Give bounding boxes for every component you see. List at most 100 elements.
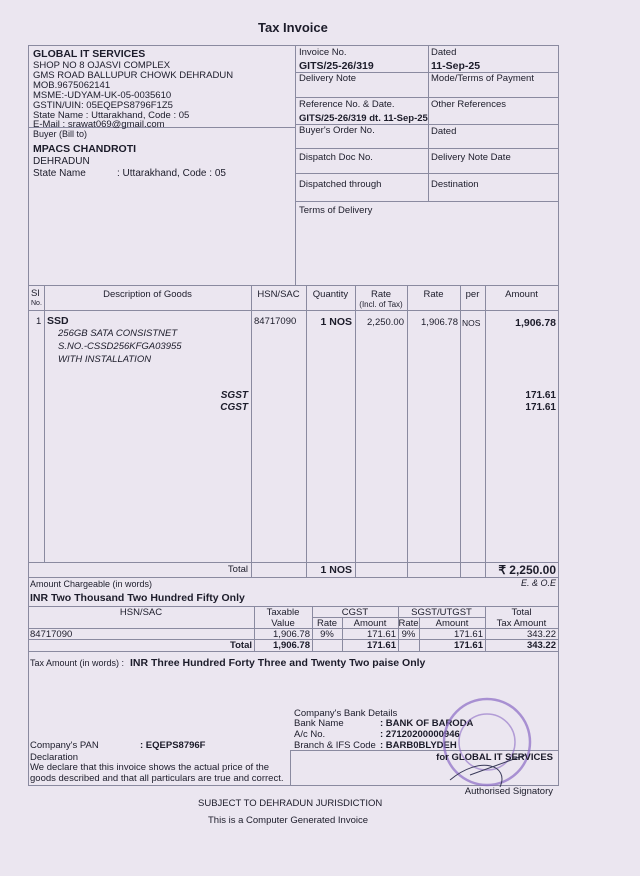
tax-total-label: Total (230, 640, 252, 651)
item-amount: 1,906.78 (515, 317, 556, 329)
ifs-code: : BARB0BLYDEH (380, 740, 457, 751)
declaration-text: We declare that this invoice shows the a… (30, 762, 270, 773)
reference-value: GITS/25-26/319 dt. 11-Sep-25 (299, 113, 428, 124)
buyer-city: DEHRADUN (33, 156, 90, 167)
item-desc: WITH INSTALLATION (58, 354, 152, 365)
declaration-label: Declaration (30, 752, 79, 763)
tax-col-hsn: HSN/SAC (119, 607, 163, 618)
tax-col-cgst: CGST (341, 607, 369, 618)
other-references-label: Other References (431, 99, 506, 110)
seller-name: GLOBAL IT SERVICES (33, 48, 146, 60)
dated-label: Dated (431, 47, 457, 58)
order-dated-label: Dated (431, 126, 457, 137)
computer-generated-note: This is a Computer Generated Invoice (208, 815, 368, 826)
account-no: : 27120200000946 (380, 729, 460, 740)
account-no-label: A/c No. (294, 729, 326, 740)
total-qty: 1 NOS (320, 564, 352, 576)
tax-row-total: 343.22 (526, 629, 556, 640)
tax-total-cgst: 171.61 (366, 640, 396, 651)
tax-col-cgst-rate: Rate (316, 618, 338, 629)
seller-email: E-Mail : srawat069@gmail.com (33, 119, 165, 130)
bank-name: : BANK OF BARODA (380, 718, 474, 729)
bank-heading: Company's Bank Details (294, 708, 398, 719)
tax-col-value: Value (271, 618, 295, 629)
tax-row-cgst-amount: 171.61 (366, 629, 396, 640)
tax-col-cgst-amount: Amount (353, 618, 387, 629)
sgst-label: SGST (220, 390, 248, 401)
tax-col-sgst-amount: Amount (435, 618, 469, 629)
item-desc: 256GB SATA CONSISTNET (58, 328, 178, 339)
col-hsn: HSN/SAC (257, 289, 300, 300)
col-sl-no: No. (31, 300, 42, 307)
buyers-order-label: Buyer's Order No. (299, 125, 375, 136)
terms-of-delivery-label: Terms of Delivery (299, 205, 373, 216)
item-rate-incl: 2,250.00 (367, 317, 404, 328)
col-amount: Amount (505, 289, 538, 300)
bank-name-label: Bank Name (294, 718, 344, 729)
cgst-label: CGST (220, 402, 248, 413)
total-label: Total (227, 564, 248, 575)
item-sl: 1 (36, 316, 42, 327)
seller-gstin: GSTIN/UIN: 05EQEPS8796F1Z5 (33, 100, 173, 111)
invoice-no-label: Invoice No. (299, 47, 347, 58)
item-per: NOS (462, 318, 481, 328)
tax-row-hsn: 84717090 (30, 629, 73, 640)
tax-col-total: Total (511, 607, 532, 618)
tax-col-sgst: SGST/UTGST (411, 607, 472, 618)
pan-label: Company's PAN (30, 740, 99, 751)
authorised-signatory: Authorised Signatory (464, 786, 553, 797)
tax-row-taxable: 1,906.78 (273, 629, 310, 640)
tax-in-words: INR Three Hundred Forty Three and Twenty… (130, 657, 426, 669)
reference-label: Reference No. & Date. (299, 99, 395, 110)
eoe: E. & O.E (520, 578, 556, 588)
col-description: Description of Goods (103, 289, 192, 300)
item-rate: 1,906.78 (421, 317, 458, 328)
tax-row-sgst-amount: 171.61 (453, 629, 483, 640)
pan-value: : EQEPS8796F (140, 740, 206, 751)
item-serial: S.NO.-CSSD256KFGA03955 (58, 341, 182, 352)
item-name: SSD (47, 315, 69, 327)
tax-col-sgst-rate: Rate (398, 618, 419, 629)
col-rate: Rate (423, 289, 444, 300)
seller-msme: MSME:-UDYAM-UK-05-0035610 (33, 90, 172, 101)
buyer-name: MPACS CHANDROTI (33, 143, 137, 155)
seller-phone: MOB.9675062141 (33, 80, 111, 91)
dispatch-doc-label: Dispatch Doc No. (299, 152, 373, 163)
declaration-text: goods described and that all particulars… (30, 773, 284, 784)
company-stamp (442, 697, 532, 788)
tax-row-sgst-rate: 9% (401, 629, 416, 640)
col-rate-incl-sub: (Incl. of Tax) (359, 300, 403, 309)
amount-in-words: INR Two Thousand Two Hundred Fifty Only (30, 592, 245, 604)
cgst-amount: 171.61 (525, 402, 556, 413)
buyer-state-label: State Name (33, 168, 86, 179)
seller-address: SHOP NO 8 OJASVI COMPLEX (33, 60, 171, 71)
total-amount: ₹ 2,250.00 (498, 563, 556, 577)
buyer-label: Buyer (Bill to) (33, 129, 88, 139)
tax-col-tax-amount: Tax Amount (496, 618, 547, 629)
jurisdiction-note: SUBJECT TO DEHRADUN JURISDICTION (198, 798, 383, 809)
seller-state: State Name : Uttarakhand, Code : 05 (33, 110, 190, 121)
amount-words-label: Amount Chargeable (in words) (30, 579, 153, 589)
tax-col-taxable: Taxable (266, 607, 300, 618)
payment-terms-label: Mode/Terms of Payment (431, 73, 534, 84)
col-per: per (465, 289, 480, 300)
destination-label: Destination (431, 179, 479, 190)
col-sl: Sl (31, 288, 40, 299)
ifs-label: Branch & IFS Code (294, 740, 376, 751)
sgst-amount: 171.61 (525, 390, 556, 401)
tax-total-amount: 343.22 (526, 640, 556, 651)
tax-words-label: Tax Amount (in words) : (30, 658, 125, 668)
delivery-note-date-label: Delivery Note Date (431, 152, 511, 163)
page-title: Tax Invoice (258, 20, 328, 35)
dispatched-through-label: Dispatched through (299, 179, 382, 190)
tax-total-sgst: 171.61 (453, 640, 483, 651)
seller-address: GMS ROAD BALLUPUR CHOWK DEHRADUN (33, 70, 234, 81)
item-qty: 1 NOS (320, 316, 352, 328)
buyer-state: : Uttarakhand, Code : 05 (117, 168, 226, 179)
invoice-date: 11-Sep-25 (431, 60, 481, 72)
delivery-note-label: Delivery Note (299, 73, 357, 84)
tax-row-cgst-rate: 9% (320, 629, 334, 640)
col-quantity: Quantity (312, 289, 349, 300)
col-rate-incl: Rate (370, 289, 392, 300)
item-hsn: 84717090 (254, 316, 297, 327)
